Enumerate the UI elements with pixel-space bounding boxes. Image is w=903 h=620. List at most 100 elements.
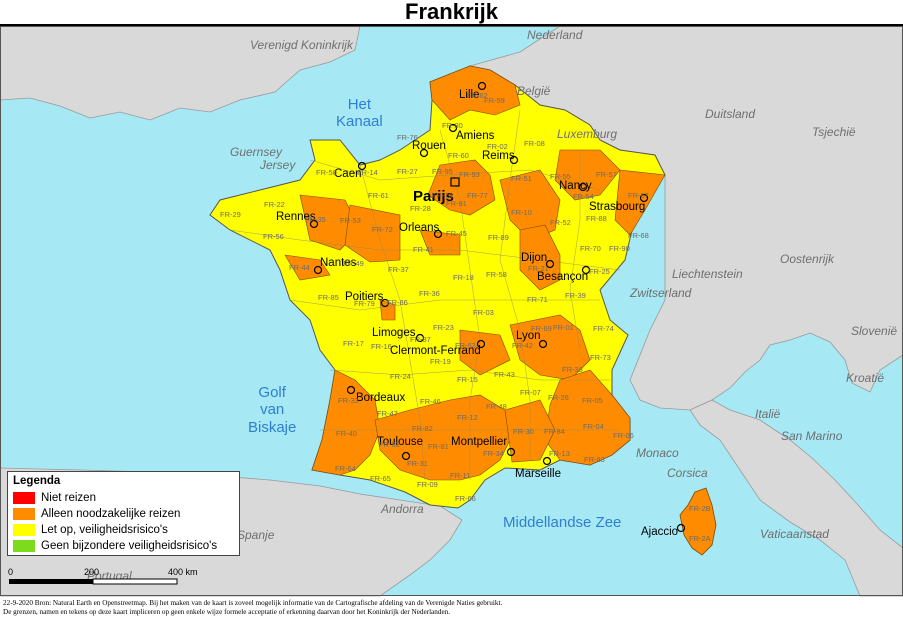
- city-label[interactable]: Nancy: [559, 180, 592, 192]
- city-label[interactable]: Bordeaux: [356, 392, 406, 404]
- dept-label: FR-83: [584, 455, 605, 464]
- dept-label: FR-01: [553, 323, 574, 332]
- country-label: Andorra: [381, 502, 424, 516]
- dept-label: FR-56: [263, 232, 284, 241]
- dept-label: FR-78: [432, 191, 453, 200]
- city-label[interactable]: Toulouse: [377, 436, 424, 448]
- dept-label: FR-15: [457, 375, 478, 384]
- city-label[interactable]: Besançon: [537, 271, 589, 283]
- dept-label: FR-41: [413, 245, 434, 254]
- dept-label: FR-28: [410, 204, 431, 213]
- city-label[interactable]: Strasbourg: [589, 201, 646, 213]
- city-label[interactable]: Marseille: [515, 468, 562, 480]
- city-label[interactable]: Clermont-Ferrand: [390, 345, 481, 357]
- city-label[interactable]: Lille: [459, 89, 480, 101]
- dept-label: FR-47: [377, 409, 398, 418]
- dept-label: FR-11: [450, 471, 471, 480]
- country-label: Vaticaanstad: [760, 527, 829, 541]
- sea-label-med: Middellandse Zee: [503, 514, 622, 531]
- city-label[interactable]: Reims: [482, 150, 515, 162]
- country-label: Liechtenstein: [672, 267, 743, 281]
- dept-label: FR-42: [512, 341, 533, 350]
- dept-label: FR-60: [448, 151, 469, 160]
- country-label: Jersey: [260, 158, 296, 172]
- dept-label: FR-65: [370, 474, 391, 483]
- dept-label: FR-87: [410, 335, 431, 344]
- footer-line: De grenzen, namen en tekens op deze kaar…: [3, 608, 451, 616]
- page-title: Frankrijk: [405, 0, 498, 24]
- dept-label: FR-64: [335, 464, 356, 473]
- dept-label: FR-53: [340, 216, 361, 225]
- dept-label: FR-51: [511, 174, 532, 183]
- dept-label: FR-46: [420, 397, 441, 406]
- dept-label: FR-23: [433, 323, 454, 332]
- dept-label: FR-17: [343, 339, 364, 348]
- dept-label: FR-39: [565, 291, 586, 300]
- footer-line: 22-9-2020 Bron: Natural Earth en Openstr…: [3, 599, 503, 607]
- scale-tick-0: 0: [8, 567, 13, 577]
- legend-swatch-green: [13, 540, 35, 552]
- dept-label: FR-81: [428, 442, 449, 451]
- dept-label: FR-88: [586, 214, 607, 223]
- country-label: Nederland: [527, 28, 583, 42]
- legend-item: Alleen noodzakelijke reizen: [13, 506, 234, 522]
- dept-label: FR-93: [459, 170, 480, 179]
- country-label: Italië: [755, 407, 781, 421]
- dept-label: FR-2A: [689, 534, 711, 543]
- country-label: Oostenrijk: [780, 252, 835, 266]
- city-label[interactable]: Orleans: [399, 222, 440, 234]
- city-label[interactable]: Lyon: [516, 330, 541, 342]
- dept-label: FR-63: [455, 341, 476, 350]
- map-title-bar: Frankrijk: [0, 0, 903, 26]
- legend-title: Legenda: [13, 475, 61, 487]
- city-label[interactable]: Amiens: [456, 130, 495, 142]
- scale-bar: 0 200 400 km: [8, 566, 208, 597]
- dept-label: FR-10: [511, 208, 532, 217]
- dept-label: FR-13: [549, 449, 570, 458]
- country-label: San Marino: [781, 429, 843, 443]
- country-label: Slovenië: [851, 324, 898, 338]
- dept-label: FR-21: [528, 264, 549, 273]
- dept-label: FR-72: [372, 225, 393, 234]
- scale-tick-400: 400 km: [168, 567, 198, 577]
- dept-label: FR-27: [397, 167, 418, 176]
- dept-label: FR-29: [220, 210, 241, 219]
- scale-tick-200: 200: [84, 567, 99, 577]
- dept-label: FR-50: [316, 168, 337, 177]
- france-land[interactable]: [209, 65, 666, 509]
- city-label[interactable]: Ajaccio: [641, 526, 679, 538]
- city-label[interactable]: Rennes: [276, 211, 316, 223]
- dept-label: FR-89: [488, 233, 509, 242]
- sea-label-biscay: Golf van Biskaje: [248, 384, 297, 436]
- city-label[interactable]: Nantes: [320, 257, 357, 269]
- country-label: Guernsey: [230, 145, 283, 159]
- dept-label: FR-74: [593, 324, 614, 333]
- dept-label: FR-91: [446, 199, 467, 208]
- dept-label: FR-80: [442, 121, 463, 130]
- italy-south: [689, 399, 903, 597]
- legend-item: Niet reizen: [13, 490, 234, 506]
- corsica-land[interactable]: [679, 487, 717, 556]
- dept-label: FR-77: [467, 191, 488, 200]
- dept-label: FR-71: [527, 295, 548, 304]
- dept-label: FR-02: [487, 142, 508, 151]
- legend-swatch-orange: [13, 508, 35, 520]
- footer-credits: 22-9-2020 Bron: Natural Earth en Openstr…: [3, 599, 901, 617]
- city-label[interactable]: Dijon: [521, 252, 548, 264]
- capital-label[interactable]: Parijs: [413, 188, 454, 205]
- dept-label: FR-44: [289, 263, 310, 272]
- city-label[interactable]: Poitiers: [345, 291, 384, 303]
- dept-label: FR-36: [419, 289, 440, 298]
- dept-label: FR-95: [432, 167, 453, 176]
- city-label[interactable]: Montpellier: [451, 436, 508, 448]
- city-label[interactable]: Rouen: [412, 140, 446, 152]
- legend: Legenda Niet reizen Alleen noodzakelijke…: [7, 471, 240, 556]
- dept-label: FR-61: [368, 191, 389, 200]
- dept-label: FR-43: [494, 370, 515, 379]
- city-label[interactable]: Limoges: [372, 327, 416, 339]
- dept-label: FR-32: [379, 440, 400, 449]
- city-label[interactable]: Caen: [334, 168, 362, 180]
- dept-label: FR-59: [484, 96, 505, 105]
- dept-label: FR-90: [609, 244, 630, 253]
